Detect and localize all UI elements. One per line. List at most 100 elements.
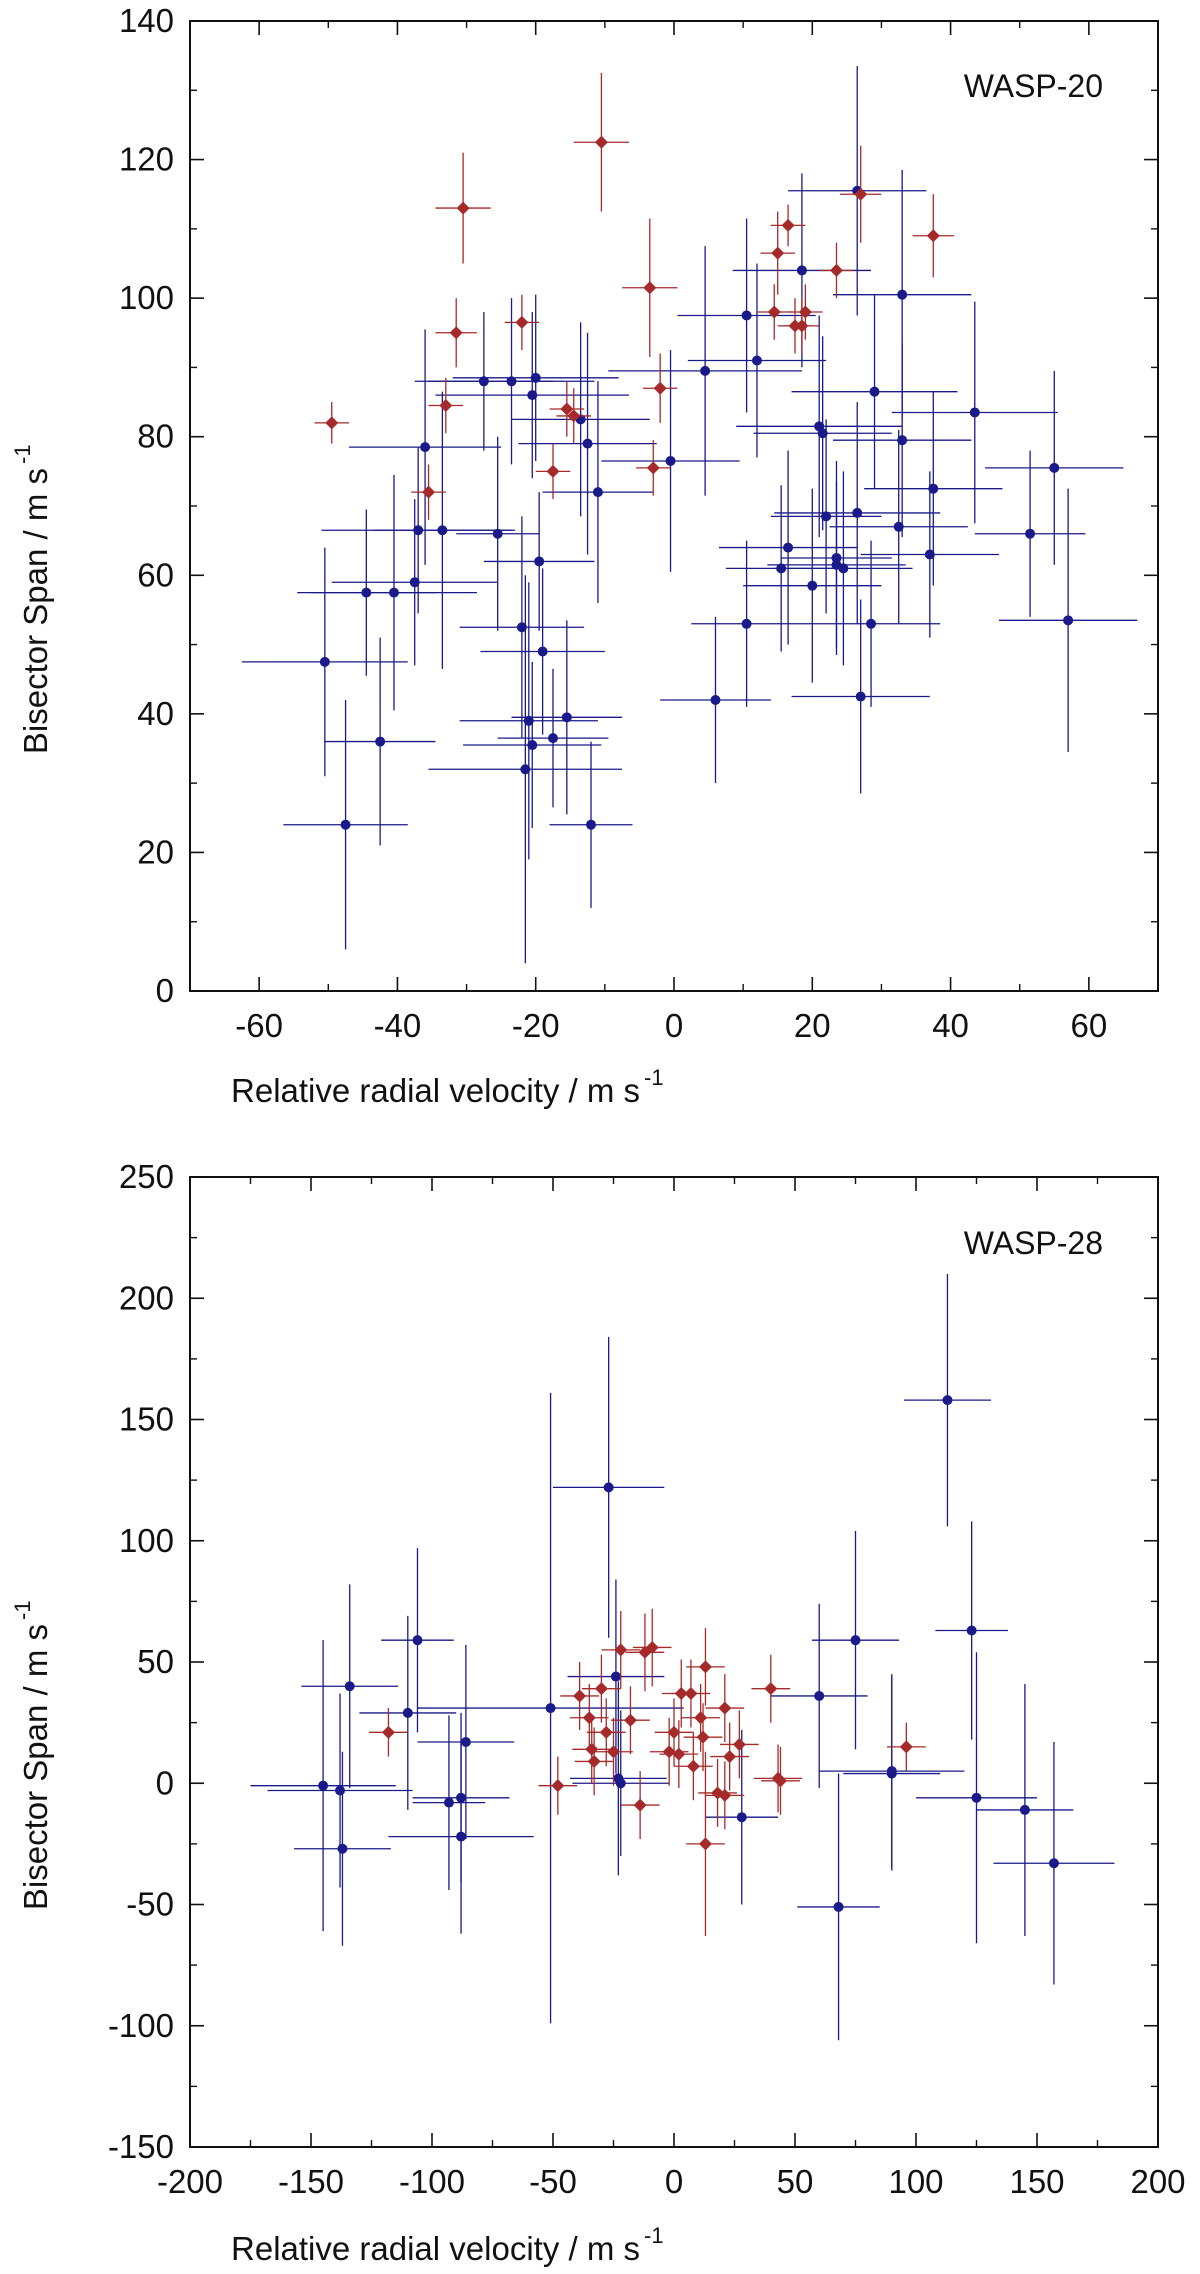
circle-marker	[1048, 1858, 1059, 1869]
diamond-marker	[439, 399, 453, 413]
data-point-red	[705, 1761, 745, 1830]
diamond-marker	[546, 464, 560, 478]
data-point-red	[601, 1611, 641, 1689]
data-point-blue	[331, 499, 498, 666]
circle-marker	[969, 407, 980, 418]
circle-marker	[615, 1778, 626, 1789]
circle-marker	[928, 483, 939, 494]
data-point-blue	[660, 616, 771, 784]
circle-marker	[1049, 462, 1060, 473]
y-tick-label: 100	[119, 1522, 174, 1559]
circle-marker	[523, 715, 534, 726]
circle-marker	[388, 587, 399, 598]
y-tick-labels: 0 20 40 60 80 100 120 140	[119, 2, 174, 1009]
x-tick-label: -60	[235, 1007, 283, 1044]
data-point-red	[632, 1608, 672, 1687]
circle-marker	[783, 542, 794, 553]
circle-marker	[855, 691, 866, 702]
y-tick-label: 250	[119, 1158, 174, 1195]
data-point-blue	[567, 1579, 665, 1774]
y-axis-label: Bisector Span / m s	[17, 468, 54, 754]
data-point-blue	[381, 1548, 454, 1733]
circle-marker	[582, 438, 593, 449]
diamond-marker	[599, 1725, 613, 1739]
data-point-red	[560, 1662, 599, 1730]
diamond-marker	[771, 246, 785, 260]
circle-marker	[527, 740, 538, 751]
circle-marker	[527, 390, 538, 401]
x-axis-label-superscript: -1	[644, 2223, 664, 2248]
y-tick-label: 20	[137, 833, 174, 870]
data-point-blue	[774, 402, 941, 624]
diamond-marker	[694, 1711, 708, 1725]
diamond-marker	[781, 218, 795, 232]
data-point-blue	[417, 1392, 684, 2024]
data-point-red	[770, 204, 806, 247]
diamond-marker	[587, 1754, 601, 1768]
x-axis-label: Relative radial velocity / m s	[231, 2230, 640, 2267]
diamond-marker	[773, 1774, 787, 1788]
circle-marker	[319, 656, 330, 667]
circle-marker	[751, 355, 762, 366]
circle-marker	[924, 549, 935, 560]
y-tick-label: 80	[137, 418, 174, 455]
diamond-marker	[560, 402, 574, 416]
data-point-red	[314, 402, 350, 444]
data-point-red	[538, 1756, 578, 1815]
data-point-red	[504, 294, 540, 351]
circle-marker	[548, 733, 558, 744]
data-point-blue	[770, 1603, 868, 1789]
circle-marker	[603, 1482, 614, 1493]
data-point-red	[654, 1698, 694, 1767]
circle-marker	[402, 1707, 413, 1718]
data-point-blue	[267, 1693, 413, 1888]
data-point-blue	[463, 661, 602, 829]
y-tick-label: 0	[156, 1764, 174, 1801]
diamond-marker	[686, 1759, 700, 1773]
circle-marker	[1025, 528, 1036, 539]
data-point-blue	[456, 436, 540, 631]
data-point-blue	[412, 1715, 486, 1890]
diamond-marker	[607, 1745, 620, 1759]
diamond-marker	[764, 1682, 778, 1696]
diamond-marker	[718, 1701, 732, 1715]
data-point-red	[635, 440, 671, 496]
circle-marker	[852, 507, 863, 518]
diamond-marker	[582, 1711, 596, 1725]
diamond-marker	[795, 319, 809, 333]
data-point-blue	[483, 492, 595, 631]
chart-annotation: WASP-28	[964, 1225, 1103, 1261]
data-point-blue	[829, 429, 968, 624]
data-point-blue	[687, 263, 827, 458]
y-tick-label: -50	[126, 1886, 174, 1923]
data-point-blue	[891, 301, 1058, 524]
circle-marker	[534, 556, 545, 567]
data-point-red	[622, 218, 678, 358]
x-tick-label: 0	[665, 2163, 683, 2200]
diamond-marker	[449, 326, 463, 340]
data-point-red	[620, 1771, 660, 1840]
circle-marker	[796, 265, 807, 276]
x-tick-label: -40	[374, 1007, 422, 1044]
circle-marker	[420, 442, 431, 453]
data-point-blue	[916, 1652, 1037, 1944]
data-point-blue	[359, 1615, 457, 1810]
circle-marker	[741, 618, 752, 629]
y-tick-label: 140	[119, 2, 174, 39]
y-tick-label: -150	[108, 2128, 174, 2165]
data-layer	[241, 66, 1138, 964]
diamond-marker	[926, 229, 940, 243]
x-tick-label: 20	[794, 1007, 831, 1044]
data-point-blue	[549, 741, 633, 908]
circle-marker	[966, 1625, 977, 1636]
circle-marker	[807, 580, 818, 591]
data-point-red	[788, 284, 823, 340]
diamond-marker	[732, 1737, 746, 1751]
y-tick-label: 200	[119, 1279, 174, 1316]
circle-marker	[586, 819, 597, 830]
data-point-blue	[801, 540, 941, 707]
x-tick-label: 0	[665, 1007, 683, 1044]
data-layer	[250, 1274, 1115, 2041]
data-point-blue	[985, 370, 1124, 565]
circle-marker	[561, 712, 572, 723]
